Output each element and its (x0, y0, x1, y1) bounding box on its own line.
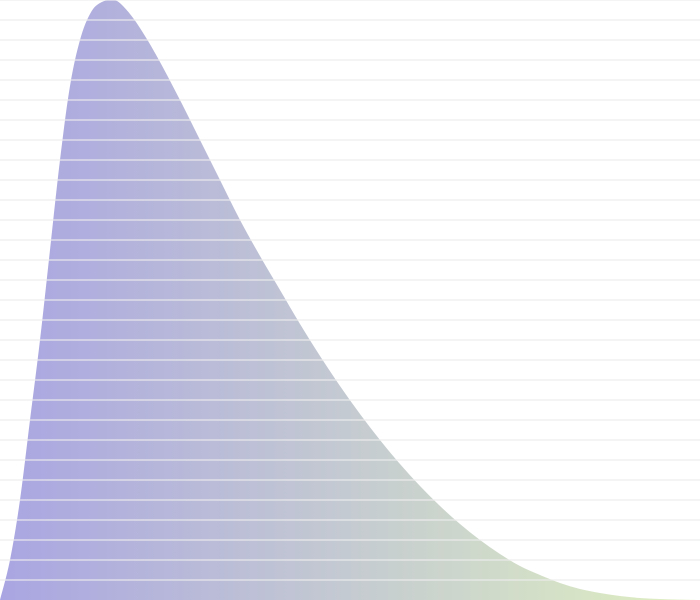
grid-lines (0, 0, 700, 581)
